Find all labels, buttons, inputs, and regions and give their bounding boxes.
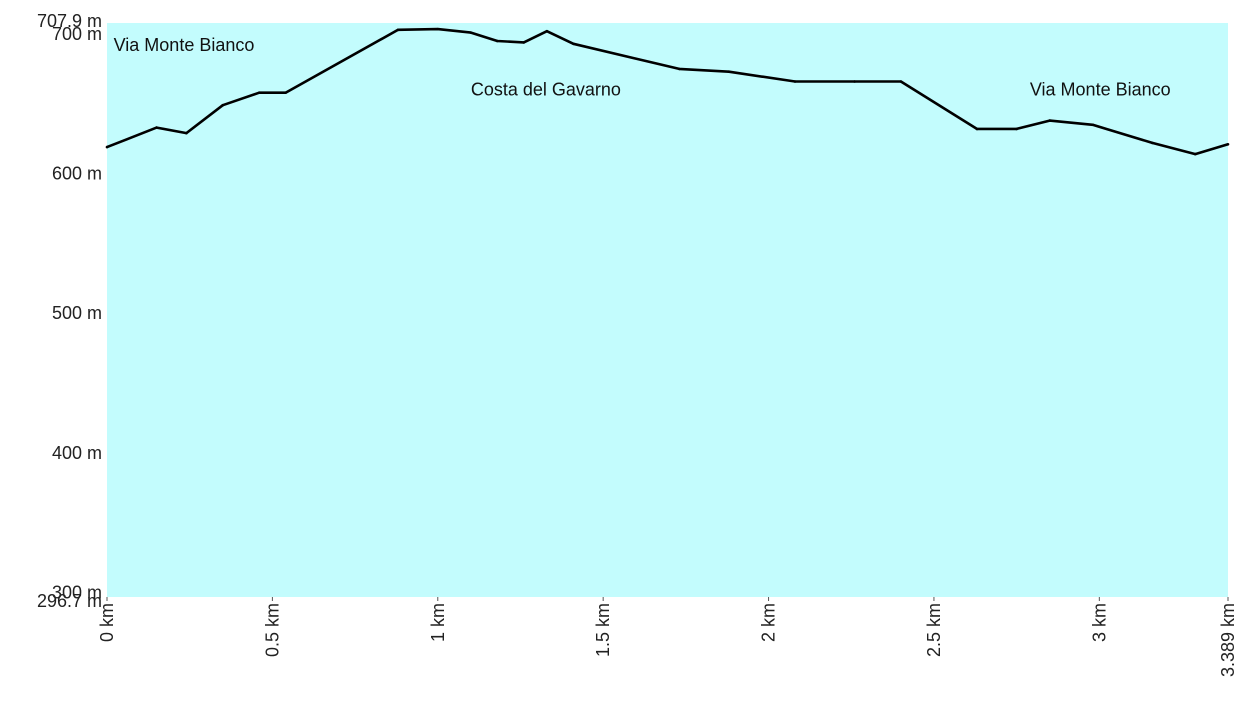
route-label: Via Monte Bianco	[114, 35, 255, 55]
y-tick-label: 500 m	[52, 303, 102, 323]
y-tick-label: 296.7 m	[37, 591, 102, 611]
x-tick-label: 1 km	[428, 603, 448, 642]
elevation-point	[436, 27, 440, 31]
x-tick-label: 0 km	[97, 603, 117, 642]
elevation-point	[469, 31, 473, 34]
y-tick-label: 600 m	[52, 164, 102, 184]
elevation-point	[105, 145, 109, 149]
x-tick-label: 1.5 km	[593, 603, 613, 657]
elevation-point	[496, 39, 499, 43]
x-tick-label: 0.5 km	[262, 603, 282, 657]
elevation-point	[727, 70, 731, 74]
elevation-point	[1226, 143, 1230, 146]
route-labels: Via Monte Bianco Costa del Gavarno Via Mon…	[114, 35, 1171, 100]
elevation-series	[105, 27, 1230, 156]
y-tick-label: 400 m	[52, 443, 102, 463]
route-label: Via Monte Bianco	[1030, 79, 1171, 99]
elevation-point	[545, 29, 549, 33]
plot-area	[107, 23, 1228, 597]
elevation-point	[284, 91, 287, 94]
x-tick-label: 2.5 km	[924, 603, 944, 657]
elevation-point	[677, 67, 681, 71]
y-tick-label: 700 m	[52, 24, 102, 44]
elevation-point	[155, 126, 158, 129]
elevation-point	[396, 28, 400, 32]
x-axis: 0 km 0.5 km 1 km 1.5 km 2 km 2.5 km 3 km 3.389 …	[97, 597, 1238, 677]
elevation-point	[572, 42, 575, 46]
elevation-point	[853, 80, 856, 83]
elevation-point	[793, 80, 797, 83]
elevation-point	[221, 103, 225, 107]
elevation-point	[522, 41, 526, 44]
elevation-point	[1015, 127, 1018, 131]
elevation-point	[1150, 141, 1154, 145]
elevation-point	[257, 91, 261, 94]
x-tick-label: 3.389 km	[1218, 603, 1238, 677]
x-tick-label: 2 km	[759, 603, 779, 642]
elevation-point	[899, 80, 903, 83]
y-tick-label: 300 m	[52, 582, 102, 602]
elevation-point	[975, 127, 979, 131]
elevation-point	[1048, 119, 1052, 122]
elevation-point	[1091, 123, 1095, 127]
route-label: Costa del Gavarno	[471, 79, 621, 99]
x-tick-label: 3 km	[1089, 603, 1109, 642]
elevation-point	[1193, 152, 1197, 156]
elevation-point	[185, 131, 188, 135]
y-tick-label: 707.9 m	[37, 11, 102, 31]
